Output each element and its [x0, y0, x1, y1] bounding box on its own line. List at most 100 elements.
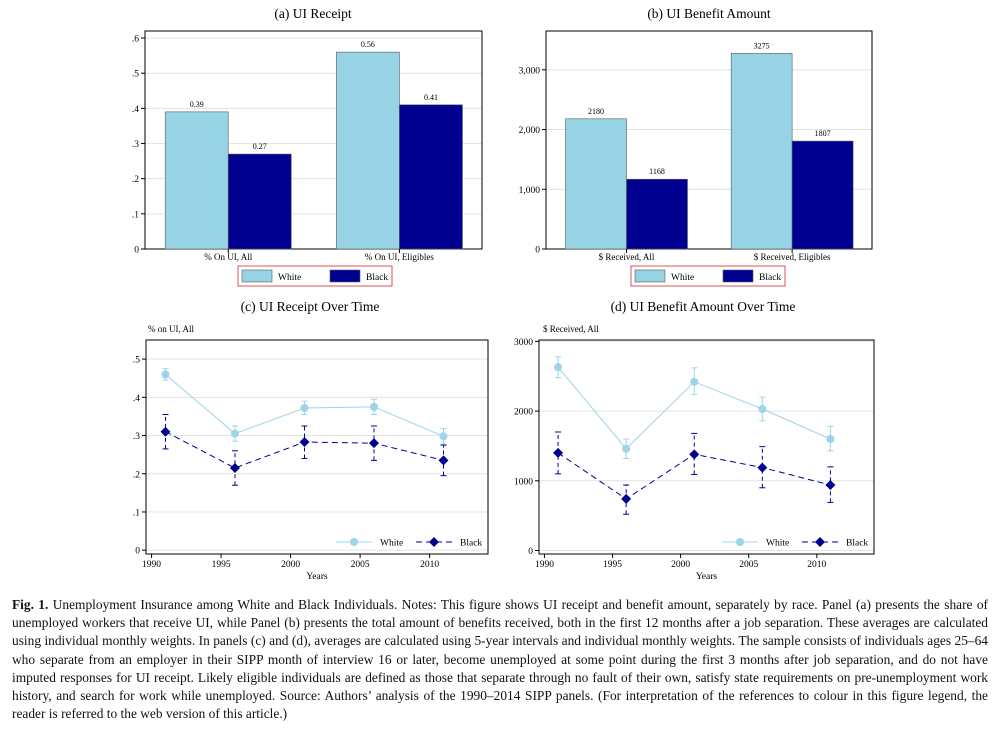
panel-1-bar-black-0	[626, 178, 688, 250]
panel-3-plot-frame	[538, 339, 875, 555]
panel-0-bar-black-0	[227, 153, 292, 250]
panel-2-xtick-label: 1990	[142, 560, 161, 570]
panel-3-point-white-3	[758, 405, 767, 414]
panel-3-ytick-label: 2000	[514, 408, 533, 418]
panel-2-legend-marker-white	[350, 538, 358, 546]
panel-3-xtick-label: 1990	[535, 560, 554, 570]
panel-1-legend-swatch-black	[722, 269, 754, 283]
panel-2-xtick-label: 2010	[420, 560, 439, 570]
figure-label: Fig. 1.	[12, 597, 49, 612]
panel-1-ytick-label: 3,000	[519, 66, 541, 76]
panel-3-point-black-3	[757, 462, 768, 473]
panel-3-title: (d) UI Benefit Amount Over Time	[611, 299, 796, 314]
panel-2-legend-marker-black	[429, 537, 439, 547]
panel-2-point-white-0	[161, 370, 170, 379]
figure-caption: Fig. 1. Unemployment Insurance among Whi…	[12, 596, 988, 723]
panel-2-xtick-label: 2005	[351, 560, 370, 570]
panel-2-ytick-label: .3	[133, 432, 140, 442]
panel-0-ytick-label: .5	[132, 70, 139, 80]
panel-3-ytick-label: 0	[528, 547, 533, 557]
panel-3-legend-label-white: White	[766, 539, 789, 549]
panel-2-title: (c) UI Receipt Over Time	[241, 299, 380, 314]
panel-0-legend-label-black: Black	[366, 273, 388, 283]
panel-0-category-label: % On UI, Eligibles	[365, 252, 434, 262]
panel-3-point-black-2	[689, 449, 700, 460]
panel-2-ytick-label: 0	[135, 547, 140, 557]
panel-1-plot-frame	[545, 30, 873, 250]
panel-2-ylabel: % on UI, All	[148, 324, 194, 334]
panel-0-legend-swatch-black	[329, 269, 361, 283]
panel-2-xtick-label: 2000	[281, 560, 300, 570]
panel-2-ytick-label: .1	[133, 508, 140, 518]
panel-3-point-black-0	[553, 447, 564, 458]
panel-1-ytick-label: 1,000	[519, 186, 541, 196]
panel-1-category-label: $ Received, Eligibles	[754, 252, 831, 262]
panel-3-point-white-1	[622, 444, 631, 453]
panel-3-xtick-label: 1995	[603, 560, 622, 570]
panel-0-plot-frame	[144, 30, 483, 250]
panel-2-xlabel: Years	[306, 572, 328, 582]
panel-0-ytick-label: .6	[132, 35, 139, 45]
panel-2-legend-label-black: Black	[460, 539, 482, 549]
panel-0-ytick-label: .4	[132, 105, 139, 115]
panel-0-legend-label-white: White	[278, 273, 301, 283]
panel-0-bar-white-0	[164, 111, 229, 250]
panel-2-point-black-1	[229, 463, 240, 474]
panel-3-xtick-label: 2005	[739, 560, 758, 570]
panel-0-bar-white-1	[336, 51, 400, 250]
panel-0-bar-label: 0.56	[361, 40, 375, 49]
panel-2-ytick-label: .2	[133, 470, 140, 480]
panel-2-point-black-0	[160, 426, 171, 437]
panel-1-legend-label-black: Black	[759, 273, 781, 283]
panel-2-point-white-3	[370, 402, 378, 411]
panel-3-point-white-0	[554, 363, 563, 372]
panel-1-bar-black-1	[791, 140, 854, 250]
panel-3-ytick-label: 3000	[514, 338, 533, 348]
panel-3-point-black-4	[825, 479, 836, 490]
panel-1-title: (b) UI Benefit Amount	[647, 6, 771, 21]
panel-1-ytick-label: 2,000	[519, 126, 541, 136]
panel-1-ytick-label: 0	[535, 246, 540, 256]
panel-3-ylabel: $ Received, All	[543, 324, 599, 334]
panel-0-ytick-label: .1	[132, 210, 139, 220]
panel-1-bar-label: 1807	[815, 129, 831, 138]
panel-0-bar-label: 0.27	[253, 142, 267, 151]
panel-1-legend-swatch-white	[634, 269, 666, 283]
panel-2-xtick-label: 1995	[212, 560, 231, 570]
panel-2-point-white-2	[300, 404, 309, 413]
panel-3-xlabel: Years	[696, 572, 718, 582]
panel-1-bar-white-1	[730, 53, 793, 250]
panel-2-ytick-label: .5	[133, 356, 140, 366]
panel-3-point-white-2	[690, 377, 699, 386]
panel-2-point-black-4	[438, 455, 449, 466]
panel-0-ytick-label: .2	[132, 175, 139, 185]
panel-3-legend-marker-black	[815, 537, 825, 547]
panel-3-point-white-4	[826, 434, 835, 443]
panel-3-point-black-1	[621, 493, 632, 504]
panel-0-ytick-label: 0	[134, 246, 139, 256]
panel-2-plot-frame	[145, 339, 489, 555]
panel-3-xtick-label: 2010	[807, 560, 826, 570]
panel-0-ytick-label: .3	[132, 140, 139, 150]
panel-3-ytick-label: 1000	[514, 477, 533, 487]
figure-caption-text: Unemployment Insurance among White and B…	[12, 597, 988, 722]
panel-1-bar-label: 3275	[754, 41, 770, 50]
panel-1-bar-white-0	[565, 118, 627, 250]
panel-2-ytick-label: .4	[133, 394, 140, 404]
panel-3-xtick-label: 2000	[671, 560, 690, 570]
panel-1-category-label: $ Received, All	[599, 252, 655, 262]
panel-1-bar-label: 2180	[588, 107, 604, 116]
panel-0-bar-label: 0.41	[424, 93, 438, 102]
panel-2-point-black-2	[299, 437, 310, 448]
panel-2-point-black-3	[369, 438, 379, 449]
panel-0-bar-label: 0.39	[190, 100, 204, 109]
panel-2-point-white-4	[439, 432, 448, 441]
panel-1-legend-label-white: White	[671, 273, 694, 283]
panel-0-category-label: % On UI, All	[204, 252, 252, 262]
panel-1-bar-label: 1168	[649, 167, 665, 176]
panel-0-legend-swatch-white	[241, 269, 273, 283]
figure-charts: (a) UI Receipt 0 .1 .2 .3 .4 .5 .6 0.39 0.27 % On …	[132, 6, 875, 582]
panel-0-bar-black-1	[399, 104, 463, 250]
panel-2-point-white-1	[230, 429, 239, 438]
panel-3-legend-marker-white	[736, 538, 744, 546]
